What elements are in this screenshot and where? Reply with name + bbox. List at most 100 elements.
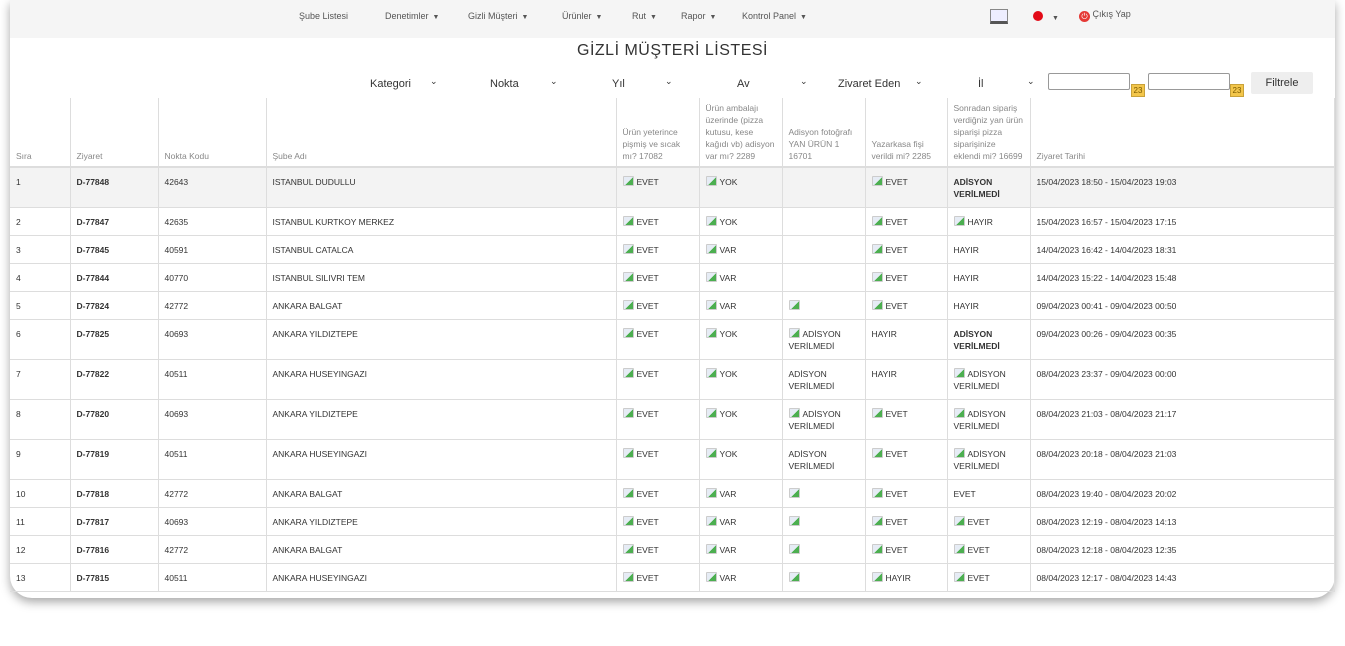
broken-image-icon[interactable] (953, 544, 965, 554)
broken-image-icon[interactable] (705, 300, 717, 310)
broken-image-icon[interactable] (953, 448, 965, 458)
table-row[interactable]: 6 D-77825 40693 ANKARA YILDIZTEPE EVET YOK ADİ… (10, 319, 1335, 360)
caret-down-icon[interactable]: ▼ (1052, 15, 1059, 22)
broken-image-icon[interactable] (788, 300, 800, 310)
ziyaret-eden-select[interactable]: Zivaret Eden (838, 78, 901, 90)
broken-image-icon[interactable] (622, 368, 634, 378)
ay-select[interactable]: Av (737, 78, 750, 90)
broken-image-icon[interactable] (705, 448, 717, 458)
logout-button[interactable]: ⏻ Çıkış Yap (1079, 9, 1131, 22)
broken-image-icon[interactable] (788, 488, 800, 498)
broken-image-icon[interactable] (871, 516, 883, 526)
column-header[interactable]: Ürün ambalajı üzerinde (pizza kutusu, ke… (699, 98, 783, 168)
broken-image-icon[interactable] (871, 272, 883, 282)
broken-image-icon[interactable] (871, 488, 883, 498)
broken-image-icon[interactable] (788, 328, 800, 338)
broken-image-icon[interactable] (705, 408, 717, 418)
broken-image-icon[interactable] (705, 488, 717, 498)
broken-image-icon[interactable] (705, 176, 717, 186)
broken-image-icon[interactable] (788, 572, 800, 582)
calendar-icon[interactable]: 23 (1230, 84, 1244, 97)
table-row[interactable]: 5 D-77824 42772 ANKARA BALGAT EVET VAR EVET HAY… (10, 291, 1335, 320)
broken-image-icon[interactable] (705, 572, 717, 582)
nav-kontrol-panel[interactable]: Kontrol Panel ▼ (742, 11, 807, 21)
broken-image-icon[interactable] (622, 272, 634, 282)
table-row[interactable]: 10 D-77818 42772 ANKARA BALGAT EVET VAR EVET EV… (10, 479, 1335, 508)
table-row[interactable]: 11 D-77817 40693 ANKARA YILDIZTEPE EVET VAR EV… (10, 507, 1335, 536)
nokta-select[interactable]: Nokta (490, 78, 519, 90)
broken-image-icon[interactable] (788, 408, 800, 418)
broken-image-icon[interactable] (622, 408, 634, 418)
broken-image-icon[interactable] (871, 216, 883, 226)
column-header[interactable]: Ürün yeterince pişmiş ve sıcak mı? 17082 (616, 98, 700, 168)
column-header[interactable]: Nokta Kodu (158, 98, 267, 168)
broken-image-icon[interactable] (871, 300, 883, 310)
yil-select[interactable]: Yıl (612, 78, 625, 90)
broken-image-icon[interactable] (871, 244, 883, 254)
broken-image-icon[interactable] (622, 572, 634, 582)
nav-denetimler[interactable]: Denetimler ▼ (385, 11, 439, 21)
chevron-down-icon[interactable]: ⌄ (665, 76, 673, 86)
broken-image-icon[interactable] (871, 408, 883, 418)
broken-image-icon[interactable] (953, 408, 965, 418)
broken-image-icon[interactable] (705, 328, 717, 338)
table-row[interactable]: 12 D-77816 42772 ANKARA BALGAT EVET VAR EVET EV… (10, 535, 1335, 564)
broken-image-icon[interactable] (622, 300, 634, 310)
column-header[interactable]: Adisyon fotoğrafı YAN ÜRÜN 1 16701 (782, 98, 866, 168)
chevron-down-icon[interactable]: ⌄ (800, 76, 808, 86)
broken-image-icon[interactable] (953, 572, 965, 582)
broken-image-icon[interactable] (622, 328, 634, 338)
broken-image-icon[interactable] (705, 216, 717, 226)
broken-image-icon[interactable] (871, 572, 883, 582)
column-header[interactable]: Ziyaret Tarihi (1030, 98, 1335, 168)
chevron-down-icon[interactable]: ⌄ (915, 76, 923, 86)
broken-image-icon[interactable] (622, 244, 634, 254)
column-header[interactable]: Yazarkasa fişi verildi mi? 2285 (865, 98, 948, 168)
broken-image-icon[interactable] (871, 544, 883, 554)
broken-image-icon[interactable] (788, 544, 800, 554)
broken-image-icon[interactable] (622, 488, 634, 498)
column-header[interactable]: Sıra (10, 98, 71, 168)
broken-image-icon[interactable] (622, 216, 634, 226)
broken-image-icon[interactable] (622, 176, 634, 186)
calendar-icon[interactable]: 23 (1131, 84, 1145, 97)
broken-image-icon[interactable] (705, 244, 717, 254)
broken-image-icon[interactable] (705, 272, 717, 282)
chevron-down-icon[interactable]: ⌄ (550, 76, 558, 86)
start-date-input[interactable] (1048, 73, 1130, 90)
nav-rapor[interactable]: Rapor ▼ (681, 11, 716, 21)
broken-image-icon[interactable] (953, 216, 965, 226)
broken-image-icon[interactable] (953, 368, 965, 378)
broken-image-icon[interactable] (705, 368, 717, 378)
il-select[interactable]: İl (978, 78, 984, 90)
end-date-input[interactable] (1148, 73, 1230, 90)
chevron-down-icon[interactable]: ⌄ (1027, 76, 1035, 86)
table-row[interactable]: 2 D-77847 42635 ISTANBUL KURTKOY MERKEZ EVET… (10, 207, 1335, 236)
column-header[interactable]: Şube Adı (266, 98, 617, 168)
table-row[interactable]: 4 D-77844 40770 ISTANBUL SILIVRI TEM EVET VAR… (10, 263, 1335, 292)
table-row[interactable]: 1 D-77848 42643 ISTANBUL DUDULLU EVET YOK EVET… (10, 167, 1335, 208)
table-row[interactable]: 13 D-77815 40511 ANKARA HUSEYINGAZI EVET VAR H… (10, 563, 1335, 592)
broken-image-icon[interactable] (622, 448, 634, 458)
broken-image-icon[interactable] (788, 516, 800, 526)
turkey-flag-icon[interactable] (1033, 11, 1043, 21)
broken-image-icon[interactable] (622, 544, 634, 554)
nav-sube-listesi[interactable]: Şube Listesi (299, 11, 348, 21)
chevron-down-icon[interactable]: ⌄ (430, 76, 438, 86)
nav-urunler[interactable]: Ürünler ▼ (562, 11, 602, 21)
table-row[interactable]: 9 D-77819 40511 ANKARA HUSEYINGAZI EVET YOK AD… (10, 439, 1335, 480)
broken-image-icon[interactable] (871, 448, 883, 458)
column-header[interactable]: Ziyaret (70, 98, 159, 168)
kategori-select[interactable]: Kategori (370, 78, 411, 90)
column-header[interactable]: Sonradan sipariş verdiğniz yan ürün sipa… (947, 98, 1031, 168)
table-row[interactable]: 8 D-77820 40693 ANKARA YILDIZTEPE EVET YOK ADİ… (10, 399, 1335, 440)
broken-image-icon[interactable] (705, 516, 717, 526)
table-row[interactable]: 7 D-77822 40511 ANKARA HUSEYINGAZI EVET YOK AD… (10, 359, 1335, 400)
broken-image-icon[interactable] (871, 176, 883, 186)
broken-image-icon[interactable] (622, 516, 634, 526)
dashboard-screen-icon[interactable] (990, 9, 1008, 24)
filter-button[interactable]: Filtrele (1251, 72, 1313, 94)
nav-rut[interactable]: Rut ▼ (632, 11, 657, 21)
broken-image-icon[interactable] (953, 516, 965, 526)
nav-gizli-musteri[interactable]: Gizli Müşteri ▼ (468, 11, 528, 21)
